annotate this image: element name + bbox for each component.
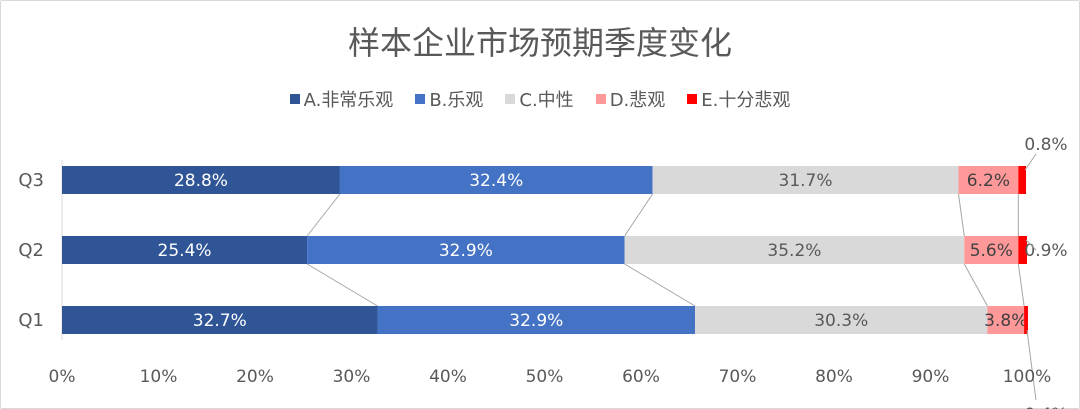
leader-line: [1026, 329, 1037, 401]
series-connector-line: [306, 263, 378, 307]
x-tick-label: 40%: [429, 367, 467, 387]
leader-line: [1024, 153, 1037, 171]
data-label: 32.4%: [469, 171, 523, 191]
x-tick-label: 0%: [49, 367, 76, 387]
bar-segment: [1024, 306, 1028, 334]
legend-item: C.中性: [505, 86, 574, 112]
data-label: 32.9%: [439, 241, 493, 261]
leader-line: [1025, 239, 1037, 251]
x-tick-label: 50%: [526, 367, 564, 387]
data-label: 6.2%: [967, 171, 1010, 191]
x-tick-label: 100%: [1003, 367, 1052, 387]
legend-swatch: [595, 94, 606, 104]
category-label: Q1: [18, 310, 44, 331]
x-tick-label: 80%: [815, 367, 853, 387]
bar-segment: [987, 306, 1025, 334]
data-label: 28.8%: [174, 171, 228, 191]
legend-swatch: [505, 94, 516, 104]
bar-segment: [62, 306, 378, 334]
legend-item: A.非常乐观: [289, 86, 394, 112]
series-connector-line: [624, 263, 696, 307]
bar-segment: [339, 166, 653, 194]
legend-label: B.乐观: [429, 90, 484, 111]
bar-segment: [62, 166, 340, 194]
bar-segment: [307, 236, 625, 264]
bar-segment: [958, 166, 1019, 194]
series-connector-line: [1017, 263, 1025, 307]
data-label: 5.6%: [970, 241, 1013, 261]
data-label: 0.4%: [1024, 405, 1067, 409]
legend-label: D.悲观: [609, 90, 666, 111]
x-tick-label: 70%: [719, 367, 757, 387]
series-connector-line: [963, 263, 988, 307]
bar-segment: [624, 236, 965, 264]
legend-swatch: [289, 94, 300, 104]
legend-label: C.中性: [519, 90, 574, 111]
category-label: Q2: [18, 240, 44, 261]
bar-segment: [695, 306, 988, 334]
x-tick-label: 60%: [622, 367, 660, 387]
data-label: 25.4%: [158, 241, 212, 261]
data-label: 30.3%: [814, 311, 868, 331]
x-tick-label: 30%: [333, 367, 371, 387]
bar-segment: [652, 166, 959, 194]
category-label: Q3: [18, 170, 44, 191]
legend-label: E.十分悲观: [701, 90, 791, 111]
data-label: 31.7%: [779, 171, 833, 191]
bar-segment: [1018, 166, 1027, 194]
bar-segment: [964, 236, 1019, 264]
x-tick-label: 20%: [236, 367, 274, 387]
x-tick-label: 90%: [912, 367, 950, 387]
bar-segment: [1018, 236, 1027, 264]
legend-swatch: [687, 94, 698, 104]
bar-segment: [62, 236, 308, 264]
series-connector-line: [624, 193, 653, 237]
legend-item: E.十分悲观: [687, 86, 790, 112]
data-label: 0.8%: [1024, 135, 1067, 155]
chart-legend: A.非常乐观 B.乐观 C.中性 D.悲观 E.十分悲观: [0, 86, 1080, 112]
data-label: 3.8%: [984, 311, 1027, 331]
legend-item: B.乐观: [415, 86, 483, 112]
chart-title: 样本企业市场预期季度变化: [347, 24, 732, 62]
bar-segment: [377, 306, 696, 334]
legend-item: D.悲观: [595, 86, 666, 112]
data-label: 32.9%: [509, 311, 563, 331]
legend-label: A.非常乐观: [303, 90, 394, 111]
series-connector-line: [957, 193, 965, 237]
data-label: 32.7%: [193, 311, 247, 331]
series-connector-line: [306, 193, 341, 237]
data-label: 35.2%: [767, 241, 821, 261]
legend-swatch: [415, 94, 426, 104]
x-tick-label: 10%: [140, 367, 178, 387]
data-label: 0.9%: [1024, 241, 1067, 261]
